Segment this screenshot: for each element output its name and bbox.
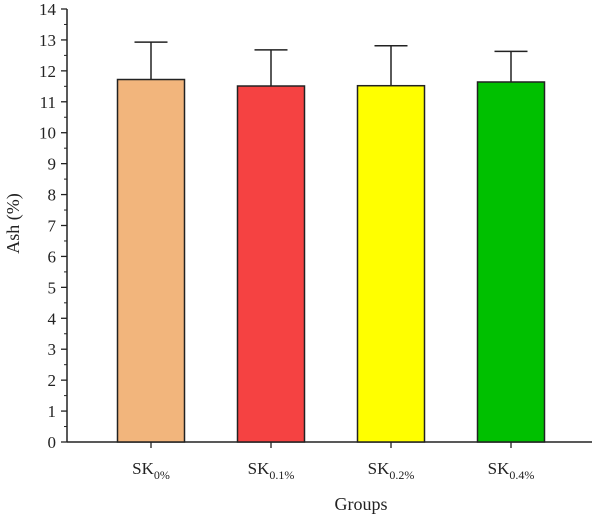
- x-tick-label-sub: 0.1%: [269, 468, 294, 482]
- x-tick-label-base: SK: [248, 459, 270, 478]
- y-tick-label: 14: [39, 0, 57, 19]
- y-tick-label: 4: [48, 309, 57, 328]
- bar: [356, 84, 426, 443]
- y-tick-label: 0: [48, 433, 57, 452]
- bar: [476, 81, 546, 443]
- bars: [116, 78, 546, 443]
- x-axis: SK0% SK0.1% SK0.2% SK0.4%: [67, 441, 592, 482]
- y-tick-label: 6: [48, 247, 57, 266]
- x-tick-label-base: SK: [488, 459, 510, 478]
- bar: [236, 85, 306, 443]
- y-tick-label: 11: [40, 93, 56, 112]
- x-tick-label-base: SK: [132, 459, 154, 478]
- x-tick-label: SK0.4%: [488, 459, 535, 482]
- x-tick-label-sub: 0%: [154, 468, 170, 482]
- y-axis-title: Ash (%): [3, 193, 24, 254]
- x-tick-label: SK0.2%: [368, 459, 415, 482]
- x-tick-label-sub: 0.4%: [509, 468, 534, 482]
- x-tick-label: SK0%: [132, 459, 170, 482]
- x-axis-title: Groups: [335, 494, 388, 514]
- y-tick-label: 7: [48, 217, 57, 236]
- bar: [116, 78, 186, 443]
- x-tick-label-base: SK: [368, 459, 390, 478]
- y-tick-label: 1: [48, 402, 57, 421]
- y-tick-label: 5: [48, 278, 57, 297]
- y-tick-label: 9: [48, 155, 57, 174]
- x-tick-label: SK0.1%: [248, 459, 295, 482]
- x-tick-label-sub: 0.2%: [389, 468, 414, 482]
- y-tick-label: 3: [48, 340, 57, 359]
- y-tick-label: 13: [39, 31, 56, 50]
- error-bars: [134, 41, 528, 87]
- y-tick-label: 2: [48, 371, 57, 390]
- y-tick-label: 8: [48, 186, 57, 205]
- y-tick-label: 10: [39, 124, 56, 143]
- y-tick-label: 12: [39, 62, 56, 81]
